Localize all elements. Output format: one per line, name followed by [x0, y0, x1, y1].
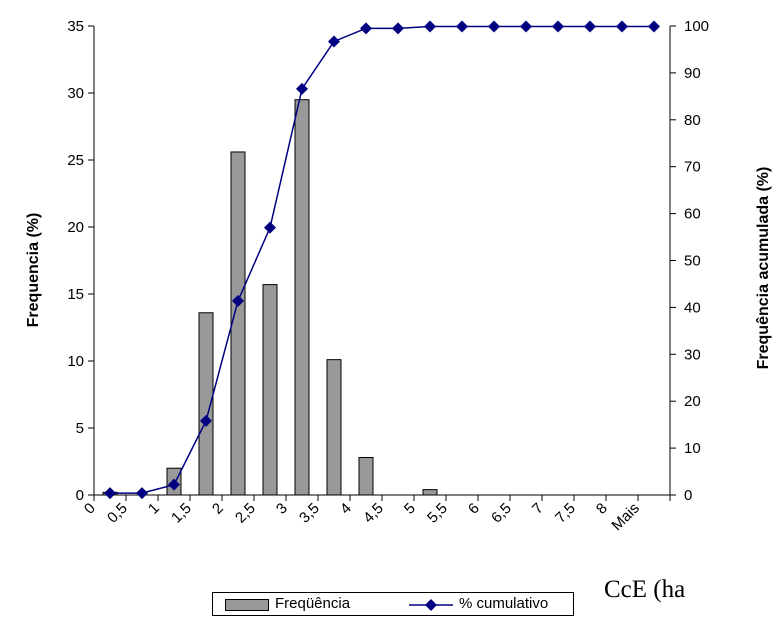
x-tick-label: 8: [593, 500, 611, 518]
y2-tick-label: 60: [684, 206, 701, 223]
y-axis-title: Frequencia (%): [25, 213, 42, 328]
x-tick-label: 7,5: [552, 500, 579, 527]
x-tick-label: 6: [465, 500, 483, 518]
x-tick-label: 0,5: [104, 500, 131, 527]
y2-axis-title: Frequência acumulada (%): [755, 167, 772, 370]
y-tick-label: 35: [67, 18, 84, 35]
bar: [294, 99, 310, 496]
x-tick-label: 4,5: [360, 500, 387, 527]
line-marker: [104, 487, 116, 500]
legend-bar-swatch: [225, 599, 269, 611]
legend: Freqüência % cumulativo: [212, 592, 574, 616]
line-marker: [296, 82, 308, 95]
x-axis-note: CcE (ha: [604, 576, 686, 603]
y2-tick-label: 80: [684, 112, 701, 129]
y2-tick-label: 70: [684, 159, 701, 176]
line-marker: [616, 20, 628, 33]
y2-tick-label: 10: [684, 440, 701, 457]
bar: [262, 284, 278, 496]
x-tick-label: 2: [209, 500, 227, 518]
y-tick-label: 15: [67, 286, 84, 303]
y-tick-label: 5: [76, 420, 84, 437]
y2-tick-label: 30: [684, 346, 701, 363]
bar: [326, 359, 342, 496]
line-marker: [168, 478, 180, 491]
y-tick-label: 25: [67, 152, 84, 169]
line-marker: [424, 20, 436, 33]
line-marker: [584, 20, 596, 33]
line-marker: [200, 414, 212, 427]
legend-bar-label: Freqüência: [275, 595, 351, 612]
y-tick-label: 0: [76, 487, 84, 504]
legend-line-swatch: [409, 599, 453, 611]
y2-tick-label: 50: [684, 253, 701, 270]
bar: [230, 151, 246, 496]
left-axis-ticks: 0 5 10 15 20 25 30 35: [67, 18, 94, 504]
line-series: [104, 20, 660, 500]
y-tick-label: 30: [67, 85, 84, 102]
y2-tick-label: 0: [684, 487, 692, 504]
x-tick-label: 3,5: [296, 500, 323, 527]
x-tick-label: Mais: [608, 500, 642, 534]
y2-tick-label: 90: [684, 65, 701, 82]
y-tick-label: 10: [67, 353, 84, 370]
line-marker: [552, 20, 564, 33]
line-marker: [264, 221, 276, 234]
x-tick-label: 5,5: [424, 500, 451, 527]
x-tick-label: 5: [401, 500, 419, 518]
line-marker: [520, 20, 532, 33]
axes: [93, 26, 671, 496]
line-marker: [392, 22, 404, 35]
y2-tick-label: 20: [684, 393, 701, 410]
line-marker: [328, 35, 340, 48]
x-tick-label: 1,5: [168, 500, 195, 527]
x-tick-label: 3: [273, 500, 291, 518]
y2-tick-label: 40: [684, 299, 701, 316]
x-tick-label: 0: [81, 500, 99, 518]
x-tick-label: 4: [337, 500, 355, 518]
y-tick-label: 20: [67, 219, 84, 236]
line-marker: [136, 487, 148, 500]
x-tick-label: 2,5: [232, 500, 259, 527]
bar: [358, 456, 374, 496]
bar: [422, 489, 438, 496]
line-marker: [360, 22, 372, 35]
line-marker: [232, 294, 244, 307]
y2-tick-label: 100: [684, 18, 709, 35]
right-axis-ticks: 0 10 20 30 40 50 60 70 80 90 100: [670, 18, 709, 504]
x-tick-label: 1: [145, 500, 163, 518]
line-marker: [648, 20, 660, 33]
x-tick-label: 6,5: [488, 500, 515, 527]
cumulative-line: [110, 25, 654, 494]
legend-line-label: % cumulativo: [459, 595, 549, 612]
bar-series: [102, 99, 438, 496]
x-tick-label: 7: [529, 500, 547, 518]
line-marker: [488, 20, 500, 33]
line-marker: [456, 20, 468, 33]
